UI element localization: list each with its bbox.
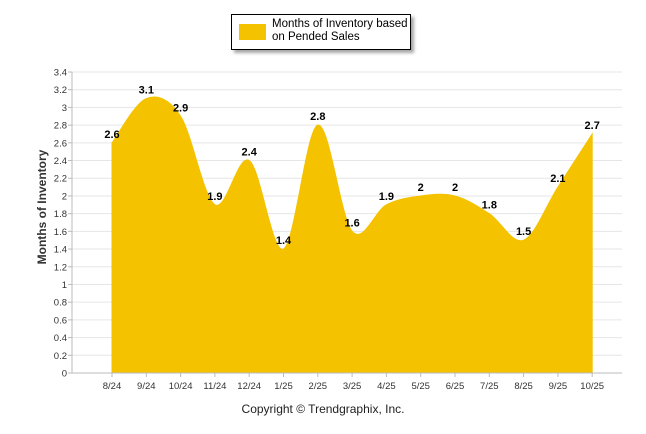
data-label: 1.5 (516, 226, 531, 238)
y-tick-label: 0.2 (54, 351, 67, 362)
y-tick-label: 2 (62, 191, 67, 202)
x-tick-label: 10/25 (580, 381, 604, 392)
series-area-fill (111, 96, 593, 374)
y-tick-label: 1.6 (54, 227, 67, 238)
x-tick-label: 10/24 (169, 381, 193, 392)
y-tick-label: 0 (62, 369, 67, 380)
series-area (111, 96, 593, 374)
y-tick-label: 0.4 (54, 333, 67, 344)
data-label: 1.9 (207, 191, 222, 203)
y-tick-label: 2.8 (54, 121, 67, 132)
x-tick-label: 3/25 (343, 381, 362, 392)
legend-label: Months of Inventory based on Pended Sale… (272, 18, 408, 43)
data-label: 2 (452, 182, 458, 194)
data-label: 2 (418, 182, 424, 194)
data-label: 2.4 (242, 147, 258, 159)
x-tick-label: 7/25 (480, 381, 499, 392)
y-tick-label: 0.8 (54, 298, 67, 309)
y-tick-label: 2.4 (54, 156, 67, 167)
x-tick-label: 8/25 (514, 381, 533, 392)
x-tick-label: 9/24 (137, 381, 156, 392)
y-tick-label: 0.6 (54, 315, 67, 326)
data-label: 2.1 (550, 173, 565, 185)
data-label: 3.1 (139, 85, 154, 97)
y-tick-label: 3.2 (54, 85, 67, 96)
data-label: 1.6 (344, 217, 359, 229)
y-tick-label: 3.4 (54, 68, 67, 79)
x-axis: 8/24 9/24 10/24 11/24 12/24 1/25 2/25 3/25 4/25 5… (72, 372, 622, 392)
data-label: 2.7 (585, 120, 600, 132)
x-tick-label: 6/25 (446, 381, 465, 392)
legend-swatch (239, 24, 266, 40)
x-tick-label: 8/24 (103, 381, 122, 392)
legend: Months of Inventory based on Pended Sale… (231, 14, 411, 50)
y-tick-label: 1.4 (54, 245, 67, 256)
data-label: 1.9 (379, 191, 394, 203)
x-tick-label: 5/25 (411, 381, 430, 392)
x-tick-label: 12/24 (237, 381, 261, 392)
data-label: 2.6 (104, 129, 119, 141)
y-tick-label: 3 (62, 103, 67, 114)
x-tick-label: 2/25 (309, 381, 328, 392)
data-label: 1.4 (276, 235, 292, 247)
data-label: 2.9 (173, 102, 188, 114)
x-tick-label: 1/25 (274, 381, 293, 392)
data-label: 2.8 (310, 111, 325, 123)
y-tick-label: 2.6 (54, 138, 67, 149)
x-tick-label: 9/25 (549, 381, 568, 392)
y-axis-title: Months of Inventory (35, 149, 49, 265)
y-axis: 0 0.2 0.4 0.6 0.8 1 1.2 1.4 1.6 1.8 2 2.2 2.4 2.6 2.8 3… (54, 68, 73, 380)
x-tick-label: 11/24 (203, 381, 226, 392)
data-label: 1.8 (482, 200, 497, 212)
y-tick-label: 2.2 (54, 174, 67, 185)
y-tick-label: 1 (62, 280, 67, 291)
data-labels: 2.6 3.1 2.9 1.9 2.4 1.4 2.8 1.6 1.9 2 2 1.8 1.5 2.1 2.… (104, 85, 599, 248)
copyright-text: Copyright © Trendgraphix, Inc. (241, 402, 405, 416)
x-tick-label: 4/25 (377, 381, 396, 392)
y-tick-label: 1.2 (54, 262, 67, 273)
y-tick-label: 1.8 (54, 209, 67, 220)
